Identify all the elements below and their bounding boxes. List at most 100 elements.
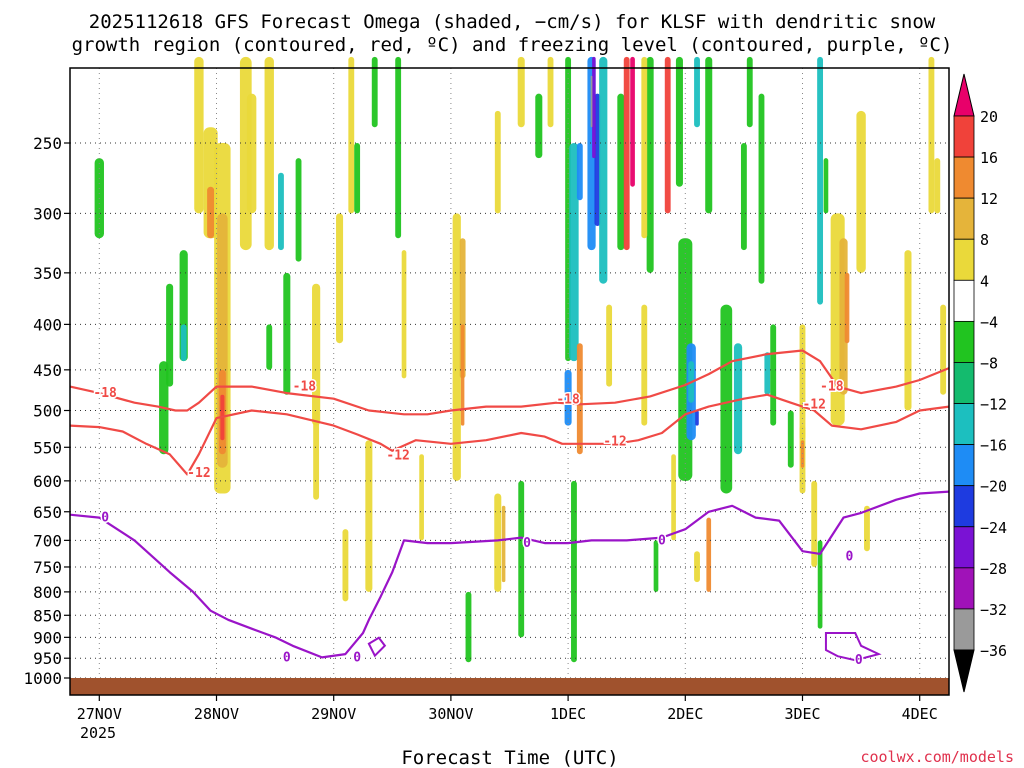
omega-cell [706,517,712,592]
y-tick-label: 1000 [23,669,62,688]
omega-cell [312,283,321,426]
omega-cell [606,304,613,387]
omega-cell [787,410,794,468]
colorbar-label: −24 [980,519,1007,537]
omega-cell [336,213,344,344]
omega-cell [590,75,593,128]
omega-cell [746,56,753,128]
colorbar-label: −36 [980,642,1007,660]
omega-cell [166,283,174,387]
y-tick-label: 500 [33,402,62,421]
omega-cell [904,250,912,411]
colorbar-label: 16 [980,149,998,167]
temperature-contours: -18 -18 -18 -18 -12 -12 -12 -12 0 0 0 0 0 0 0 [69,349,950,670]
x-tick-label: 3DEC [784,705,820,723]
contour-label-minus18: -18 [556,393,580,408]
omega-cell [180,324,187,362]
colorbar-bin [953,485,975,528]
omega-cell [641,56,648,239]
colorbar-cap-top [953,73,975,117]
contour-freezing-small [824,632,882,662]
omega-cell [465,591,472,663]
y-tick-label: 900 [33,628,62,647]
omega-cell [675,56,683,187]
y-tick-label: 350 [33,264,62,283]
colorbar-label: −16 [980,437,1007,455]
omega-cell [758,93,765,284]
y-tick-label: 400 [33,315,62,334]
omega-cell [365,440,373,592]
chart-title-line2: growth region (contoured, red, ºC) and f… [72,34,953,56]
y-tick-label: 250 [33,134,62,153]
omega-cell [694,56,700,128]
omega-cell [535,93,543,159]
omega-cell [641,304,648,426]
colorbar-label: −8 [980,354,998,372]
colorbar-bin [953,238,975,281]
omega-cell [799,324,806,441]
omega-cell [928,56,935,214]
colorbar: 20 16 12 8 4 −4 −8 −12 −16 −20 −24 −28 −32 −36 [953,73,1007,693]
omega-cell [266,324,273,370]
x-tick-label: 27NOV [77,705,122,723]
contour-label-minus12: -12 [386,449,409,464]
colorbar-label: 4 [980,272,989,290]
omega-cell [494,493,502,592]
omega-cell [594,93,601,227]
omega-cell [452,213,461,481]
contour-label-minus18: -18 [820,380,844,395]
colorbar-label: −28 [980,560,1007,578]
omega-cell [348,56,355,214]
y-tick-label: 800 [33,583,62,602]
colorbar-label: 12 [980,190,998,208]
omega-cell [494,110,501,214]
colorbar-label: −20 [980,478,1007,496]
colorbar-bin [953,567,975,610]
y-tick-label: 550 [33,438,62,457]
contour-freezing-small [367,636,387,658]
x-tick-label: 4DEC [902,705,938,723]
colorbar-label: −32 [980,601,1007,619]
omega-cell [694,551,700,583]
colorbar-bin [953,362,975,404]
omega-cell [564,369,572,426]
colorbar-bin [953,608,975,651]
omega-cell [740,143,747,251]
omega-cell [518,480,525,638]
colorbar-label: −4 [980,313,998,331]
omega-cell [599,56,608,284]
omega-cell [401,250,407,379]
plot-area: -18 -18 -18 -18 -12 -12 -12 -12 0 0 0 0 0 0 0 [69,56,950,696]
omega-cell [705,56,713,214]
contour-label-minus12: -12 [603,435,626,450]
contour-freezing-level [69,490,950,659]
x-tick-label: 28NOV [194,705,239,723]
omega-cell [695,410,699,426]
omega-cell [770,324,777,426]
contour-label-minus12: -12 [802,397,825,412]
omega-cell [278,172,284,251]
omega-cell [671,454,676,541]
colorbar-bin [953,403,975,446]
omega-cell [653,540,659,592]
y-tick-label: 600 [33,472,62,491]
omega-cell [419,454,424,541]
plot-frame [69,67,950,696]
y-tick-label: 950 [33,649,62,668]
omega-cell [733,343,743,455]
y-tick-label: 650 [33,503,62,522]
colorbar-cap-bottom [953,649,975,693]
omega-cell [934,158,941,214]
contour-label-freezing: 0 [658,533,666,548]
omega-cell [617,93,625,251]
contour-label-freezing: 0 [101,511,109,526]
colorbar-bin [953,197,975,240]
chart-title-line1: 2025112618 GFS Forecast Omega (shaded, −… [89,11,936,33]
colorbar-bin [953,279,975,322]
omega-cell [856,110,866,273]
contour-label-freezing: 0 [523,536,531,551]
omega-cell [576,343,583,455]
x-tick-label: 29NOV [311,705,356,723]
y-tick-label: 300 [33,204,62,223]
